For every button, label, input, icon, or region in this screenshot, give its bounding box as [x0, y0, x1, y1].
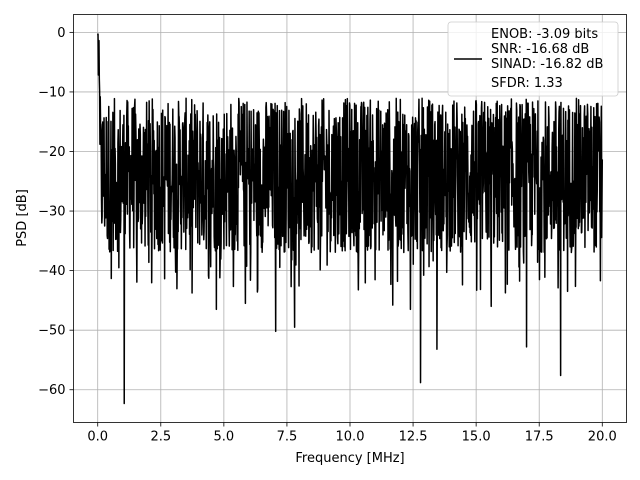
y-tick-label: −20	[38, 145, 65, 160]
y-tick-label: −40	[38, 264, 65, 279]
x-tick-label: 5.0	[214, 430, 235, 445]
legend-entry-enob: ENOB: -3.09 bits	[491, 27, 598, 42]
y-axis-label: PSD [dB]	[15, 189, 30, 247]
y-axis-ticks: 0 −10 −20 −30 −40 −50 −60	[38, 26, 74, 398]
legend-box	[447, 21, 619, 97]
y-tick-label: −10	[38, 85, 65, 100]
x-tick-label: 15.0	[462, 430, 491, 445]
y-tick-label: −30	[38, 205, 65, 220]
x-tick-label: 2.5	[150, 430, 171, 445]
x-tick-label: 20.0	[588, 430, 617, 445]
y-tick-label: −50	[38, 324, 65, 339]
y-tick-label: 0	[57, 26, 65, 41]
legend-entry-sinad: SINAD: -16.82 dB	[491, 57, 603, 72]
legend-entry-sfdr: SFDR: 1.33	[491, 76, 563, 91]
x-axis-ticks: 0.0 2.5 5.0 7.5 10.0 12.5 15.0 17.5 20.0	[87, 422, 617, 445]
x-axis-label: Frequency [MHz]	[295, 451, 404, 466]
x-tick-label: 7.5	[277, 430, 298, 445]
y-tick-label: −60	[38, 383, 65, 398]
psd-line	[96, 33, 604, 405]
legend: ENOB: -3.09 bits SNR: -16.68 dB SINAD: -…	[447, 21, 619, 97]
x-tick-label: 17.5	[525, 430, 554, 445]
x-tick-label: 0.0	[87, 430, 108, 445]
x-tick-label: 10.0	[336, 430, 365, 445]
psd-series	[96, 33, 604, 405]
x-tick-label: 12.5	[399, 430, 428, 445]
legend-entry-snr: SNR: -16.68 dB	[491, 42, 589, 57]
